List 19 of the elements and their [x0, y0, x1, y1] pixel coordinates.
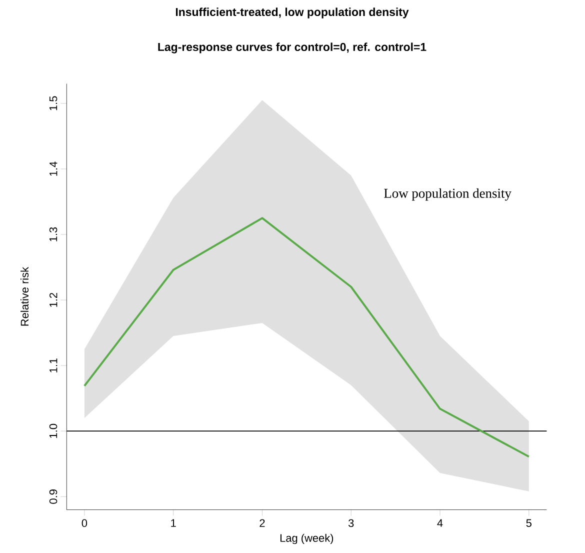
x-tick-label: 5	[526, 519, 532, 527]
y-tick-label: 1.2	[50, 292, 58, 307]
x-tick-label: 0	[82, 519, 88, 528]
y-tick-label: 0.9	[49, 490, 58, 504]
y-tick-label: 1.5	[50, 96, 58, 110]
x-tick-label: 4	[437, 519, 443, 527]
y-tick-label: 1.3	[49, 227, 58, 242]
y-tick-label: 1.0	[49, 424, 58, 438]
x-tick-label: 3	[348, 519, 354, 528]
x-axis-title: Lag (week)	[280, 534, 334, 544]
chart-title: Insufficient-treated, low population density	[176, 8, 409, 18]
chart-subtitle: Lag-response curves for control=0, ref. control=1	[158, 42, 426, 54]
x-tick-label: 1	[171, 519, 176, 527]
y-tick-label: 1.1	[50, 358, 58, 372]
annotation: Low population density	[384, 188, 512, 201]
y-axis-title: Relative risk	[20, 266, 29, 326]
x-tick-label: 2	[260, 519, 265, 527]
line-series	[83, 217, 530, 458]
y-tick-label: 1.4	[50, 162, 58, 176]
